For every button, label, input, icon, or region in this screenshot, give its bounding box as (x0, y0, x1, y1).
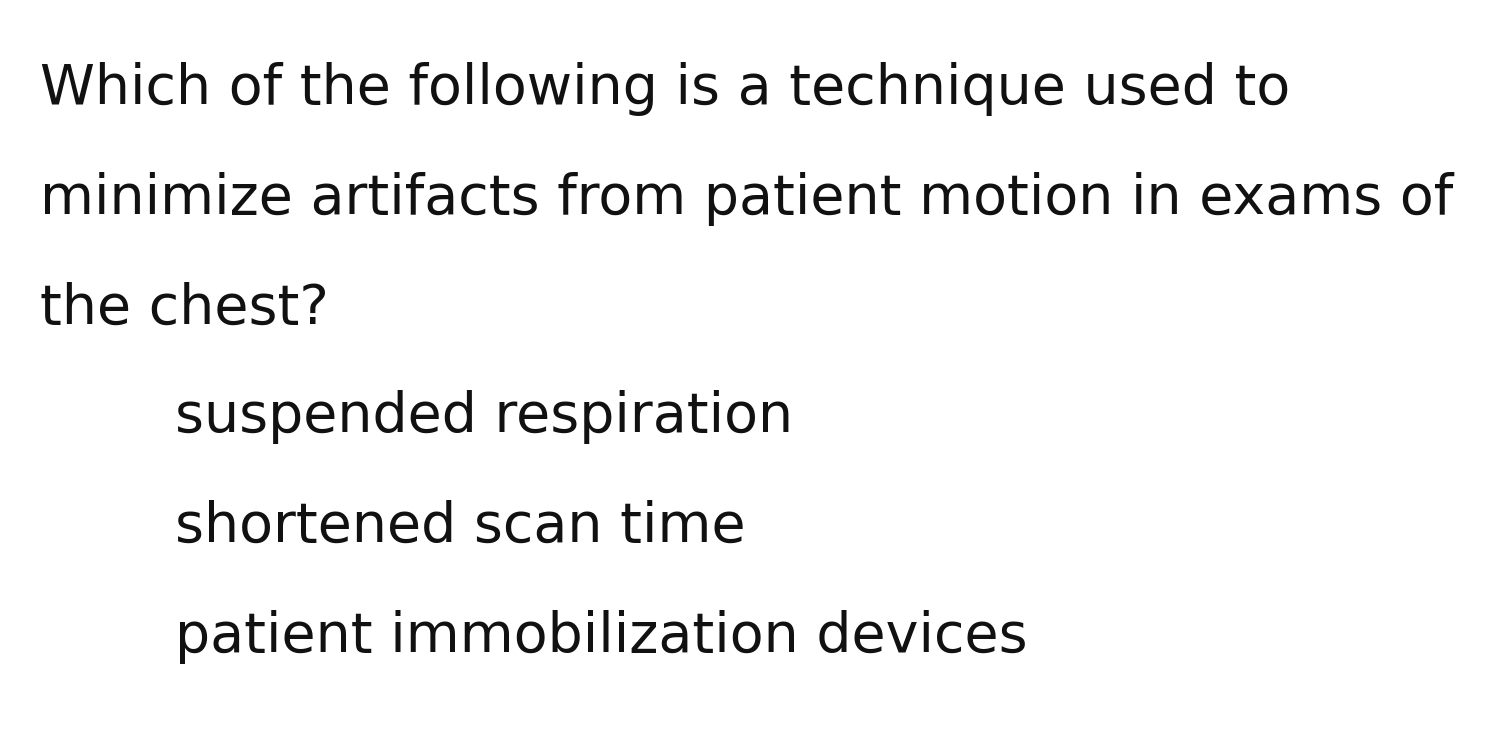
Text: the chest?: the chest? (40, 282, 328, 336)
Text: Which of the following is a technique used to: Which of the following is a technique us… (40, 62, 1290, 116)
Text: suspended respiration: suspended respiration (176, 390, 794, 444)
Text: minimize artifacts from patient motion in exams of: minimize artifacts from patient motion i… (40, 172, 1454, 226)
Text: patient immobilization devices: patient immobilization devices (176, 610, 1028, 664)
Text: shortened scan time: shortened scan time (176, 500, 746, 554)
